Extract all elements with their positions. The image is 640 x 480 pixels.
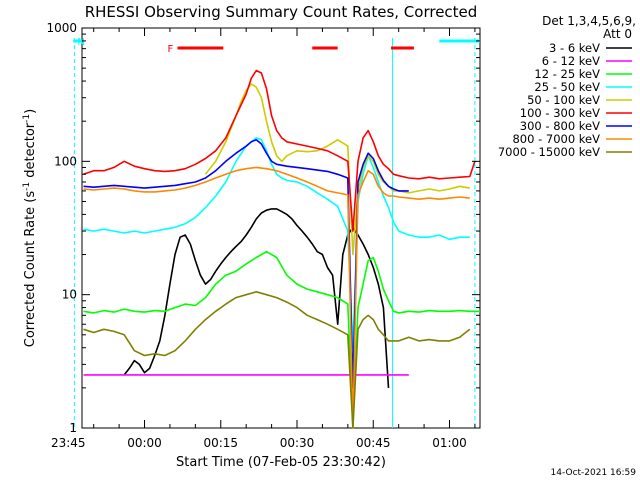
- legend-label: 100 - 300 keV: [520, 106, 600, 120]
- y-axis-label-mid: detector: [23, 122, 38, 182]
- series-line-12-25-keV: [83, 250, 480, 429]
- y-tick-label: 1: [69, 421, 77, 435]
- series-line-100-300-keV: [83, 69, 476, 232]
- x-tick-label: 01:00: [432, 436, 467, 450]
- series-group: [83, 69, 480, 429]
- series-line-800-7000-keV: [83, 166, 470, 429]
- x-tick-label: 00:00: [127, 436, 162, 450]
- chart-title: RHESSI Observing Summary Count Rates, Co…: [85, 3, 478, 21]
- legend-header-detectors: Det 1,3,4,5,6,9,: [542, 14, 636, 28]
- legend-header-attenuator: Att 0: [603, 27, 632, 41]
- legend-label: 25 - 50 keV: [534, 80, 600, 94]
- legend-label: 50 - 100 keV: [527, 93, 600, 107]
- series-line-50-100-keV: [204, 83, 470, 256]
- plot-frame: [81, 27, 481, 429]
- legend-label: 12 - 25 keV: [534, 67, 600, 81]
- series-line-25-50-keV: [83, 137, 470, 349]
- x-tick-label: 23:45: [51, 436, 86, 450]
- plot-area: NF 23:45 00:00 00:15 00:30 00:45 01:00 1 10 100…: [46, 21, 481, 450]
- legend-label: 6 - 12 keV: [542, 54, 600, 68]
- flag-label: F: [168, 44, 174, 55]
- legend-label: 7000 - 15000 keV: [498, 145, 600, 159]
- series-line-300-800-keV: [83, 139, 409, 389]
- legend-label: 300 - 800 keV: [520, 119, 600, 133]
- footer-timestamp: 14-Oct-2021 16:59: [551, 468, 637, 478]
- vertical-markers: [73, 38, 476, 428]
- y-axis-label-main: Corrected Count Rate (s: [23, 191, 38, 348]
- y-axis-label: Corrected Count Rate (s-1 detector-1): [22, 109, 38, 347]
- legend-label: 3 - 6 keV: [549, 41, 600, 55]
- series-line-7000-15000-keV: [83, 290, 471, 429]
- x-tick-label: 00:45: [356, 436, 391, 450]
- y-tick-label: 10: [62, 288, 77, 302]
- y-axis-label-end: ): [23, 109, 38, 114]
- series-line-3-6-keV: [123, 208, 390, 388]
- legend-label: 800 - 7000 keV: [512, 132, 600, 146]
- y-tick-label: 1000: [46, 21, 77, 35]
- flag-bars: NF: [73, 37, 480, 55]
- x-ticks: 23:45 00:00 00:15 00:30 00:45 01:00: [51, 28, 476, 450]
- y-axis-label-sup1: -1: [22, 182, 32, 191]
- x-tick-label: 00:30: [280, 436, 315, 450]
- y-axis-label-sup2: -1: [22, 114, 32, 123]
- y-ticks: 1 10 100 1000: [46, 21, 480, 435]
- y-tick-label: 100: [54, 154, 77, 168]
- x-tick-label: 00:15: [203, 436, 238, 450]
- x-axis-label: Start Time (07-Feb-05 23:30:42): [176, 455, 386, 470]
